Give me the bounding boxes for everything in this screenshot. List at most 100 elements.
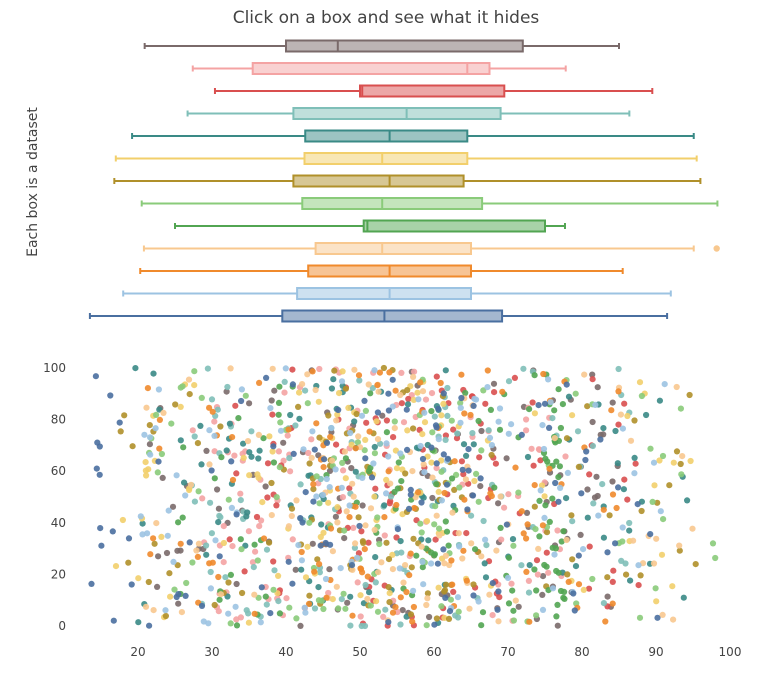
scatter-point: [613, 504, 620, 512]
scatter-point: [456, 484, 463, 491]
scatter-point: [302, 574, 310, 581]
box-iqr: [292, 174, 465, 188]
scatter-point: [354, 439, 361, 446]
scatter-point: [555, 474, 562, 481]
scatter-point: [457, 404, 464, 411]
scatter-point: [609, 600, 616, 607]
box-12[interactable]: [122, 287, 672, 300]
scatter-point: [319, 491, 326, 499]
scatter-point: [437, 379, 444, 387]
scatter-point: [285, 558, 292, 565]
scatter-point: [410, 535, 417, 542]
scatter-point: [650, 560, 658, 567]
scatter-point: [390, 434, 397, 441]
scatter-point: [296, 415, 303, 422]
scatter-point: [288, 505, 296, 512]
scatter-point: [335, 605, 342, 612]
scatter-point: [654, 614, 661, 621]
scatter-point: [572, 563, 580, 570]
scatter-point: [385, 556, 393, 563]
scatter-point: [525, 589, 533, 596]
scatter-point: [542, 455, 549, 462]
scatter-point: [446, 608, 454, 615]
y-tick-label: 20: [51, 567, 66, 581]
box-11[interactable]: [139, 264, 624, 278]
scatter-point: [589, 371, 596, 378]
scatter-point: [380, 613, 387, 621]
box-6[interactable]: [114, 152, 698, 165]
box-7[interactable]: [113, 174, 702, 188]
scatter-point: [223, 388, 230, 395]
scatter-point: [531, 372, 538, 379]
scatter-point: [365, 381, 372, 388]
scatter-point: [542, 502, 549, 509]
box-9[interactable]: [174, 219, 566, 233]
scatter-point: [362, 455, 369, 462]
scatter-point: [310, 481, 317, 488]
scatter-point: [495, 418, 502, 425]
scatter-point: [362, 581, 369, 589]
scatter-point: [96, 471, 103, 478]
scatter-point: [271, 387, 278, 394]
box-8[interactable]: [140, 197, 719, 210]
scatter-point: [275, 598, 282, 605]
scatter-point: [477, 483, 484, 490]
box-2[interactable]: [191, 62, 567, 75]
scatter-point: [569, 556, 576, 563]
scatter-point: [524, 521, 531, 528]
scatter-point: [276, 610, 283, 617]
box-iqr: [359, 84, 506, 98]
scatter-point: [244, 509, 251, 516]
x-tick-label: 20: [130, 645, 145, 659]
scatter-point: [361, 397, 368, 404]
scatter-point: [142, 459, 149, 466]
scatter-point: [238, 397, 245, 405]
scatter-point: [398, 478, 405, 485]
scatter-point: [549, 495, 556, 502]
scatter-point: [443, 481, 451, 488]
scatter-point: [438, 497, 445, 504]
scatter-point: [411, 504, 418, 512]
scatter-point: [677, 405, 685, 412]
scatter-point: [425, 537, 432, 544]
box-3[interactable]: [213, 84, 654, 98]
box-1[interactable]: [143, 39, 620, 53]
box-5[interactable]: [131, 129, 695, 143]
scatter-point: [208, 467, 215, 474]
scatter-point: [139, 531, 146, 538]
scatter-point: [432, 503, 439, 510]
box-iqr: [296, 287, 472, 300]
scatter-point: [206, 427, 213, 434]
scatter-point: [287, 411, 294, 419]
box-10[interactable]: [142, 242, 720, 255]
scatter-point: [478, 622, 485, 629]
scatter-point: [254, 557, 261, 564]
scatter-point: [156, 406, 163, 413]
scatter-point: [482, 574, 490, 581]
scatter-point: [353, 410, 360, 418]
scatter-point: [486, 591, 493, 598]
scatter-point: [429, 474, 436, 481]
scatter-point: [175, 600, 182, 607]
scatter-point: [163, 549, 171, 557]
scatter-point: [164, 532, 171, 539]
scatter-point: [443, 581, 450, 588]
scatter-point: [357, 565, 365, 573]
scatter-point: [568, 512, 575, 519]
scatter-plot-group: [88, 364, 719, 630]
scatter-point: [227, 365, 234, 372]
scatter-point: [369, 385, 376, 392]
scatter-point: [563, 435, 571, 442]
box-iqr: [292, 107, 502, 120]
scatter-point: [256, 447, 263, 454]
scatter-point: [586, 543, 593, 550]
scatter-point: [288, 512, 295, 520]
scatter-point: [413, 552, 420, 559]
scatter-point: [411, 368, 418, 375]
box-4[interactable]: [186, 107, 631, 120]
scatter-point: [659, 452, 667, 460]
scatter-point: [269, 365, 276, 372]
scatter-point: [554, 622, 561, 629]
scatter-point: [189, 559, 196, 566]
box-13[interactable]: [88, 309, 669, 323]
